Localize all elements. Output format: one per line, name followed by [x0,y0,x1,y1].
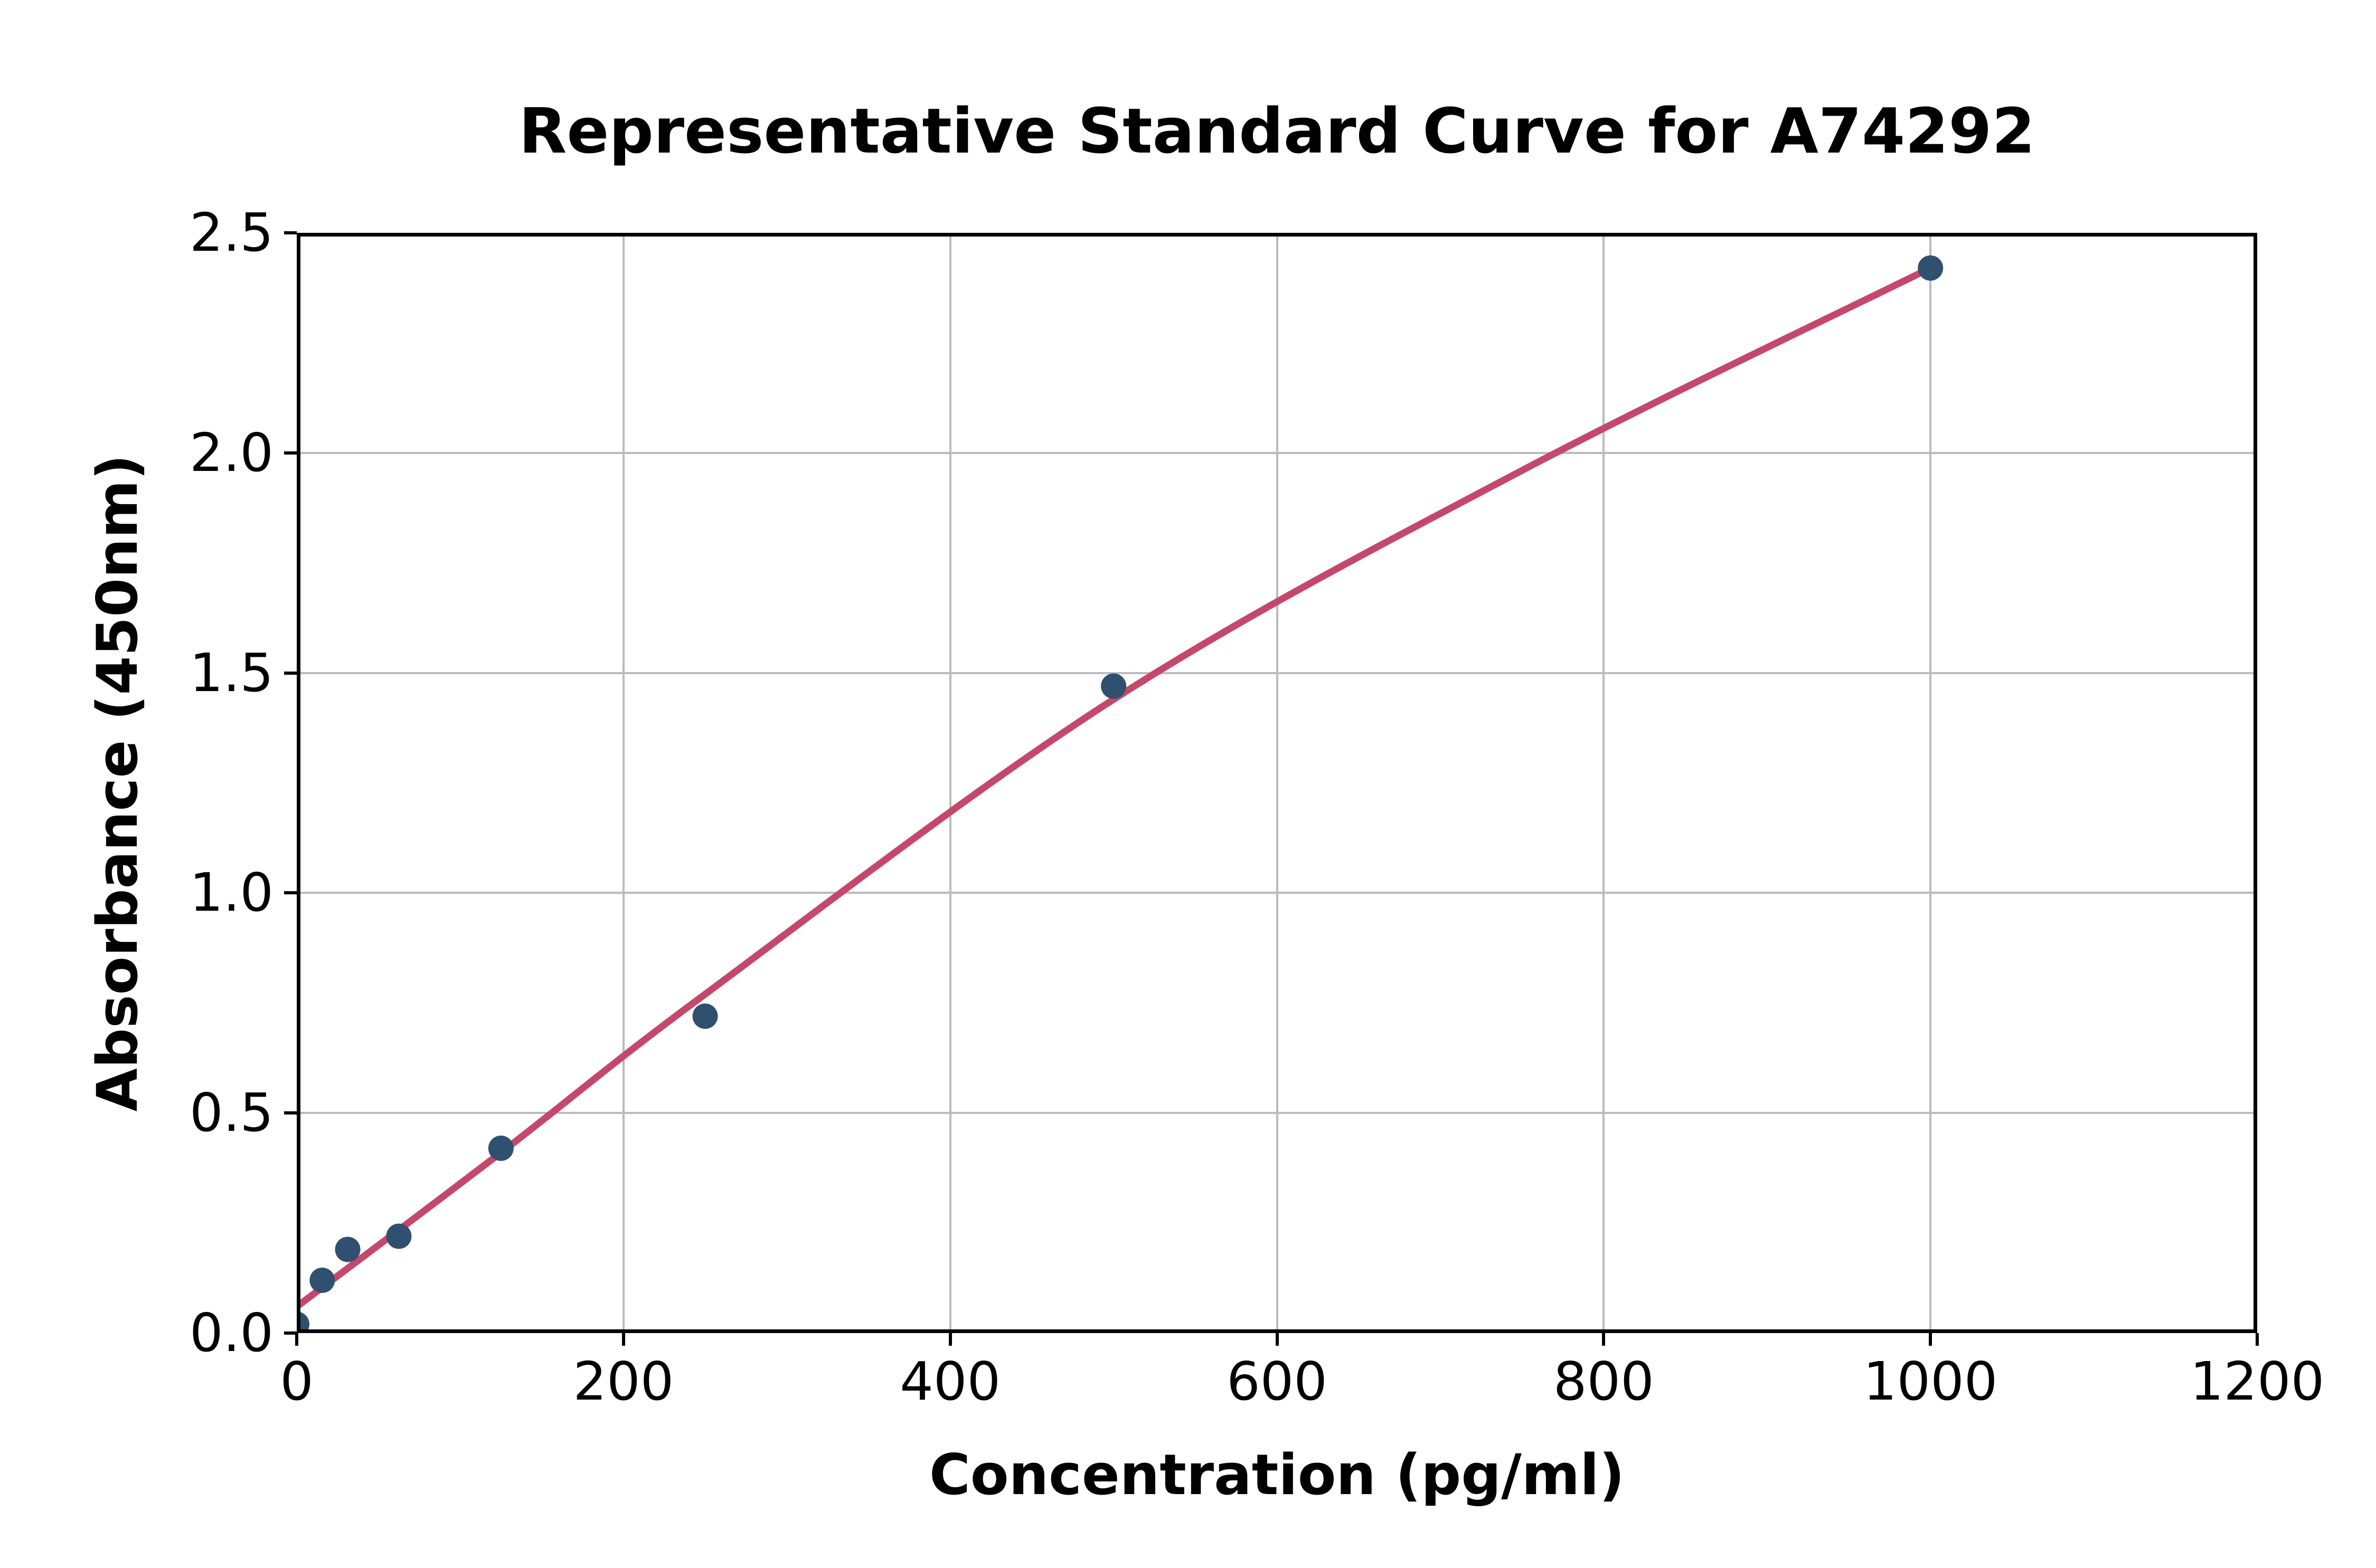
y-tick-label: 0.5 [189,1082,274,1144]
y-tick-mark [284,1331,297,1335]
data-point [386,1223,412,1249]
x-tick-mark [621,1333,625,1346]
vertical-gridline [1929,233,1932,1333]
vertical-gridline [622,233,625,1333]
y-tick-label: 1.5 [189,641,274,704]
data-point [692,1003,718,1029]
y-tick-mark [284,671,297,675]
data-point [1918,255,1944,281]
x-tick-mark [1275,1333,1279,1346]
horizontal-gridline [297,892,2257,894]
data-point [335,1236,361,1262]
horizontal-gridline [297,1112,2257,1114]
x-tick-mark [2256,1333,2259,1346]
horizontal-gridline [297,672,2257,674]
data-point [1101,673,1127,699]
y-tick-label: 0.0 [189,1302,274,1364]
y-tick-mark [284,231,297,234]
data-point [488,1135,514,1161]
x-tick-label: 200 [573,1350,674,1412]
x-axis-label: Concentration (pg/ml) [929,1442,1625,1507]
horizontal-gridline [297,451,2257,454]
fit-curve [297,265,1934,1310]
x-tick-label: 0 [280,1350,314,1412]
x-tick-label: 800 [1553,1350,1654,1412]
vertical-gridline [1602,233,1605,1333]
plot-canvas [297,255,1944,1333]
x-tick-label: 1200 [2190,1350,2325,1412]
y-tick-label: 1.0 [189,862,274,924]
y-tick-label: 2.5 [189,202,274,263]
x-tick-label: 600 [1227,1350,1327,1412]
x-tick-mark [1929,1333,1932,1346]
y-tick-mark [284,451,297,455]
vertical-gridline [949,233,951,1333]
y-tick-mark [284,891,297,895]
data-point [297,1311,309,1333]
x-tick-mark [295,1333,298,1346]
chart-title: Representative Standard Curve for A74292 [518,95,2035,167]
vertical-gridline [1276,233,1278,1333]
y-tick-mark [284,1111,297,1115]
x-tick-label: 1000 [1863,1350,1998,1412]
x-tick-mark [948,1333,952,1346]
x-tick-mark [1602,1333,1606,1346]
y-tick-label: 2.0 [189,421,274,484]
plot-area [297,233,2257,1333]
x-tick-label: 400 [900,1350,1001,1412]
y-axis-label: Absorbance (450nm) [85,454,150,1112]
data-point [309,1268,335,1293]
